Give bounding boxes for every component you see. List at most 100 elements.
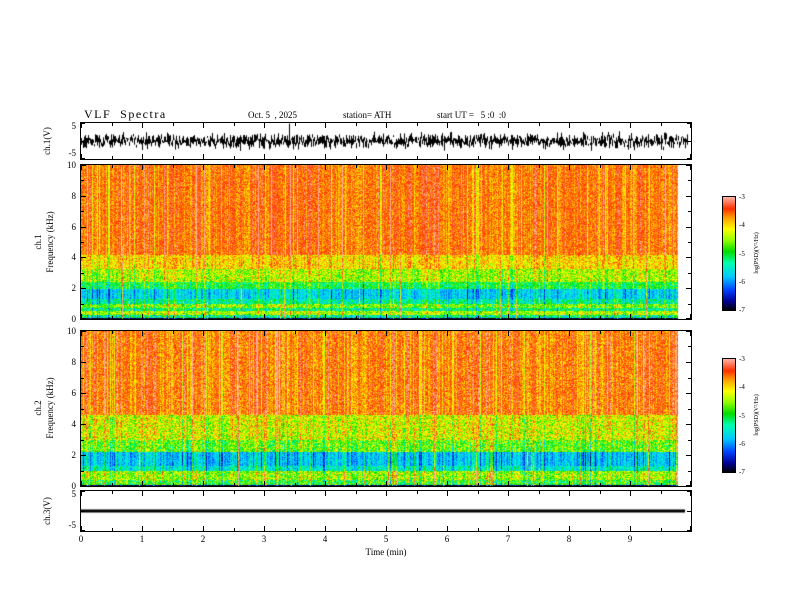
- tick-mark: [687, 511, 691, 512]
- tick-mark: [478, 316, 479, 319]
- tick-mark: [234, 483, 235, 486]
- tick-mark: [173, 165, 174, 168]
- tick-mark: [508, 165, 509, 170]
- tick-mark: [508, 491, 509, 496]
- tick-mark: [386, 314, 387, 319]
- colorbar-tick-label: -6: [739, 439, 745, 448]
- tick-mark: [539, 483, 540, 486]
- tick-mark: [661, 483, 662, 486]
- tick-mark: [478, 123, 479, 126]
- tick-mark: [508, 123, 509, 128]
- tick-mark: [688, 180, 691, 181]
- tick-mark: [686, 196, 691, 197]
- tick-mark: [112, 165, 113, 168]
- ch1-voltage-axis-label: ch.1(V): [42, 127, 52, 155]
- y-tick-label: 5: [71, 489, 77, 499]
- ch3-waveform-panel: [80, 490, 692, 532]
- tick-mark: [356, 123, 357, 126]
- tick-mark: [203, 481, 204, 486]
- tick-mark: [447, 123, 448, 128]
- tick-mark: [81, 211, 84, 212]
- tick-mark: [173, 491, 174, 494]
- tick-mark: [203, 314, 204, 319]
- x-tick-label: 4: [322, 534, 328, 544]
- tick-mark: [203, 526, 204, 531]
- tick-mark: [630, 526, 631, 531]
- x-tick-label: 9: [627, 534, 633, 544]
- colorbar-tick-label: -3: [739, 355, 745, 363]
- tick-mark: [325, 154, 326, 159]
- y-tick-label: 6: [71, 388, 77, 398]
- tick-mark: [325, 123, 326, 128]
- y-tick-label: -5: [68, 520, 77, 530]
- tick-mark: [687, 491, 691, 492]
- figure-station: station= ATH: [343, 110, 392, 120]
- tick-mark: [661, 156, 662, 159]
- tick-mark: [687, 141, 691, 142]
- tick-mark: [81, 227, 86, 228]
- tick-mark: [356, 316, 357, 319]
- y-tick-label: 4: [71, 419, 77, 429]
- tick-mark: [686, 393, 691, 394]
- tick-mark: [447, 165, 448, 170]
- tick-mark: [173, 483, 174, 486]
- tick-mark: [690, 331, 691, 336]
- tick-mark: [686, 227, 691, 228]
- ch2-spectrogram-canvas: [81, 331, 691, 486]
- tick-mark: [447, 491, 448, 496]
- tick-mark: [112, 331, 113, 334]
- tick-mark: [539, 528, 540, 531]
- tick-mark: [81, 378, 84, 379]
- tick-mark: [690, 314, 691, 319]
- tick-mark: [600, 331, 601, 334]
- tick-mark: [81, 318, 86, 319]
- tick-mark: [295, 316, 296, 319]
- tick-mark: [173, 316, 174, 319]
- tick-mark: [661, 491, 662, 494]
- tick-mark: [142, 123, 143, 128]
- tick-mark: [81, 331, 86, 332]
- tick-mark: [173, 123, 174, 126]
- tick-mark: [690, 481, 691, 486]
- tick-mark: [234, 331, 235, 334]
- tick-mark: [81, 196, 86, 197]
- tick-mark: [569, 165, 570, 170]
- tick-mark: [81, 288, 86, 289]
- tick-mark: [325, 314, 326, 319]
- tick-mark: [142, 314, 143, 319]
- tick-mark: [264, 481, 265, 486]
- tick-mark: [386, 123, 387, 128]
- colorbar-tick-label: -4: [739, 383, 745, 392]
- tick-mark: [661, 331, 662, 334]
- tick-mark: [630, 154, 631, 159]
- ch3-voltage-axis-label: ch.3(V): [42, 497, 52, 525]
- ch1-spectrogram-canvas: [81, 165, 691, 319]
- tick-mark: [688, 346, 691, 347]
- x-tick-label: 7: [505, 534, 511, 544]
- tick-mark: [478, 528, 479, 531]
- tick-mark: [569, 123, 570, 128]
- tick-mark: [234, 123, 235, 126]
- tick-mark: [295, 156, 296, 159]
- tick-mark: [386, 331, 387, 336]
- colorbar1: [722, 196, 736, 311]
- y-tick-label: 10: [67, 160, 76, 170]
- tick-mark: [686, 485, 691, 486]
- tick-mark: [478, 331, 479, 334]
- tick-mark: [142, 481, 143, 486]
- tick-mark: [386, 165, 387, 170]
- tick-mark: [203, 154, 204, 159]
- time-axis-label: Time (min): [365, 547, 407, 557]
- tick-mark: [686, 165, 691, 166]
- ch1-frequency-axis-label: Frequency (kHz): [45, 211, 55, 273]
- tick-mark: [81, 180, 84, 181]
- tick-mark: [112, 123, 113, 126]
- tick-mark: [81, 409, 84, 410]
- tick-mark: [661, 528, 662, 531]
- tick-mark: [508, 331, 509, 336]
- tick-mark: [417, 491, 418, 494]
- tick-mark: [81, 481, 82, 486]
- tick-mark: [417, 156, 418, 159]
- tick-mark: [661, 123, 662, 126]
- tick-mark: [81, 526, 82, 531]
